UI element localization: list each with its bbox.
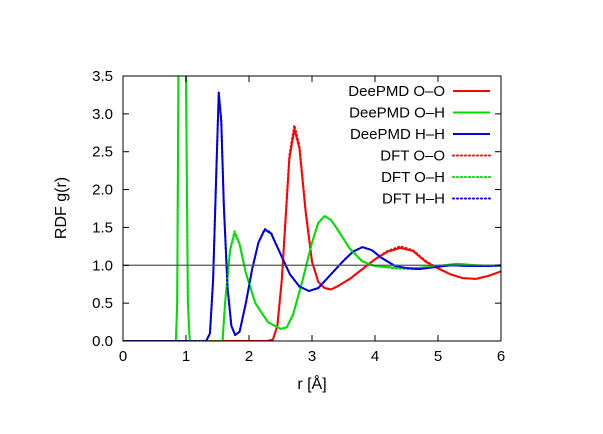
legend-label: DeePMD H–H [350, 126, 445, 143]
legend-label: DFT O–O [380, 148, 445, 165]
x-tick-label: 1 [182, 348, 190, 365]
x-tick-label: 3 [308, 348, 316, 365]
tick-marks [122, 75, 502, 342]
x-tick-label: 5 [434, 348, 442, 365]
y-tick-label: 1.5 [92, 219, 113, 236]
y-axis-title: RDF g(r) [53, 177, 70, 239]
series-layer [123, 76, 501, 341]
x-axis-title: r [Å] [297, 374, 326, 393]
y-tick-label: 2.5 [92, 144, 113, 161]
y-tick-label: 3.0 [92, 106, 113, 123]
x-tick-label: 4 [371, 348, 379, 365]
series-line-4 [123, 124, 501, 341]
x-tick-labels: 0 1 2 3 4 5 6 [119, 348, 505, 365]
y-tick-label: 1.0 [92, 257, 113, 274]
x-tick-label: 2 [245, 348, 253, 365]
series-line-6 [123, 91, 501, 341]
legend: DeePMD O–O DeePMD O–H DeePMD H–H DFT O–O DFT… [348, 83, 491, 208]
legend-label: DeePMD O–O [348, 83, 445, 100]
y-tick-label: 2.0 [92, 182, 113, 199]
y-tick-label: 0.0 [92, 333, 113, 350]
legend-label: DFT O–H [381, 169, 445, 186]
y-tick-label: 0.5 [92, 295, 113, 312]
x-tick-label: 6 [497, 348, 505, 365]
x-tick-label: 0 [119, 348, 127, 365]
legend-label: DFT H–H [382, 191, 445, 208]
y-tick-label: 3.5 [92, 68, 113, 85]
series-line-5 [123, 76, 501, 341]
legend-label: DeePMD O–H [349, 105, 445, 122]
y-tick-labels: 0.0 0.5 1.0 1.5 2.0 2.5 3.0 3.5 [92, 68, 113, 350]
